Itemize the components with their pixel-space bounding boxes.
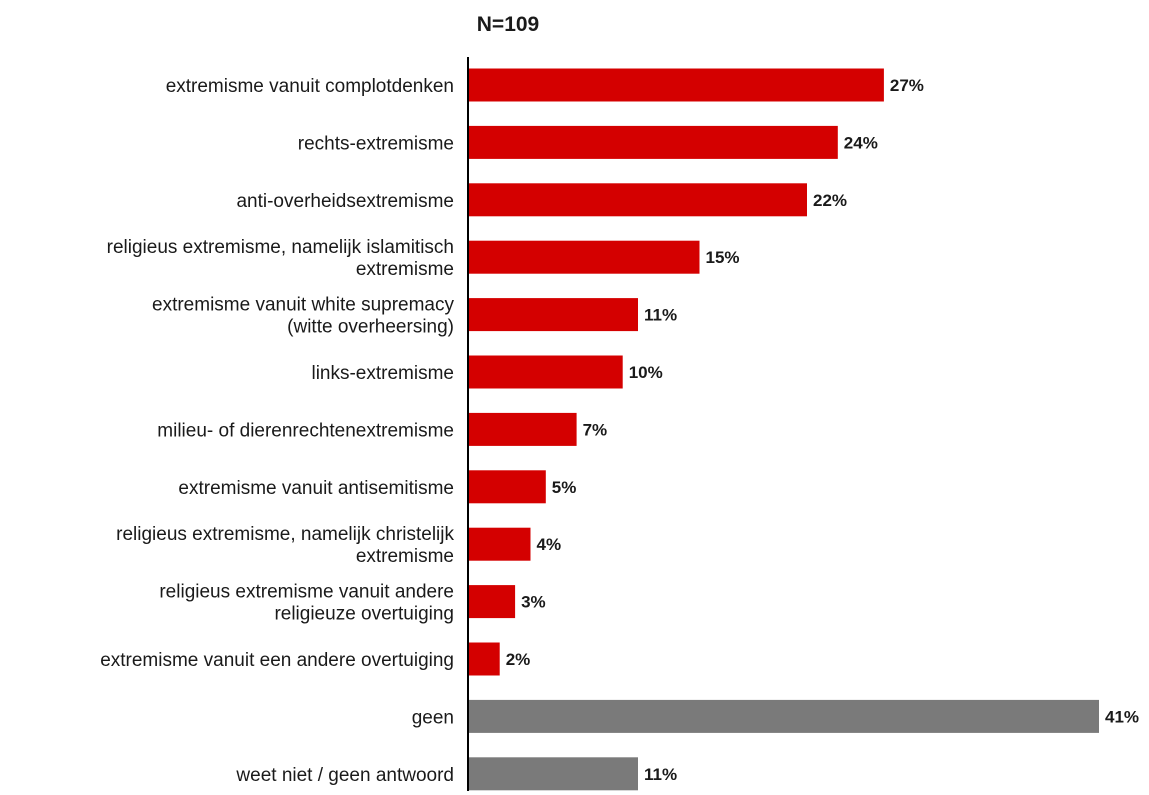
bar: [469, 470, 546, 504]
value-label: 11%: [644, 306, 677, 325]
category-label: weet niet / geen antwoord: [235, 765, 454, 786]
category-label: links-extremisme: [311, 363, 454, 384]
bar: [469, 68, 884, 102]
value-labels-group: 27% 24% 22% 15% 11% 10% 7% 5% 4% 3% 2% 41% 11%: [506, 76, 1139, 784]
bar: [469, 642, 500, 676]
value-label: 7%: [583, 420, 608, 439]
category-labels-group: extremisme vanuit complotdenken rechts-ex…: [100, 76, 454, 786]
category-label: religieus extremisme vanuit andere: [159, 582, 454, 603]
chart-title: N=109: [477, 13, 539, 36]
category-label: extremisme: [356, 259, 454, 280]
category-label: religieus extremisme, namelijk islamitis…: [107, 237, 454, 258]
category-label: extremisme: [356, 546, 454, 567]
bar: [469, 355, 623, 389]
category-label: (witte overheersing): [287, 317, 454, 338]
category-label: religieuze overtuiging: [274, 604, 454, 625]
value-label: 27%: [890, 76, 924, 95]
value-label: 2%: [506, 650, 531, 669]
category-label: milieu- of dierenrechtenextremisme: [157, 420, 454, 441]
category-label: anti-overheidsextremisme: [236, 191, 454, 212]
bar: [469, 585, 516, 619]
category-label: geen: [412, 707, 454, 728]
value-label: 41%: [1105, 707, 1139, 726]
value-label: 11%: [644, 765, 677, 784]
value-label: 24%: [844, 133, 878, 152]
category-label: extremisme vanuit antisemitisme: [178, 478, 454, 499]
bar: [469, 183, 807, 217]
bar: [469, 240, 700, 274]
category-label: rechts-extremisme: [298, 133, 454, 154]
bar: [469, 527, 531, 561]
bar: [469, 699, 1099, 733]
value-label: 22%: [813, 191, 847, 210]
value-label: 5%: [552, 478, 577, 497]
value-label: 3%: [521, 593, 546, 612]
value-label: 4%: [537, 535, 562, 554]
bar: [469, 757, 638, 791]
bar: [469, 125, 838, 159]
value-label: 15%: [706, 248, 740, 267]
category-label: extremisme vanuit een andere overtuiging: [100, 650, 454, 671]
category-label: extremisme vanuit complotdenken: [166, 76, 454, 97]
category-label: religieus extremisme, namelijk christeli…: [116, 524, 454, 545]
value-label: 10%: [629, 363, 663, 382]
bar: [469, 298, 638, 332]
bars-group: [469, 68, 1099, 791]
bar: [469, 412, 577, 446]
category-label: extremisme vanuit white supremacy: [152, 295, 454, 316]
